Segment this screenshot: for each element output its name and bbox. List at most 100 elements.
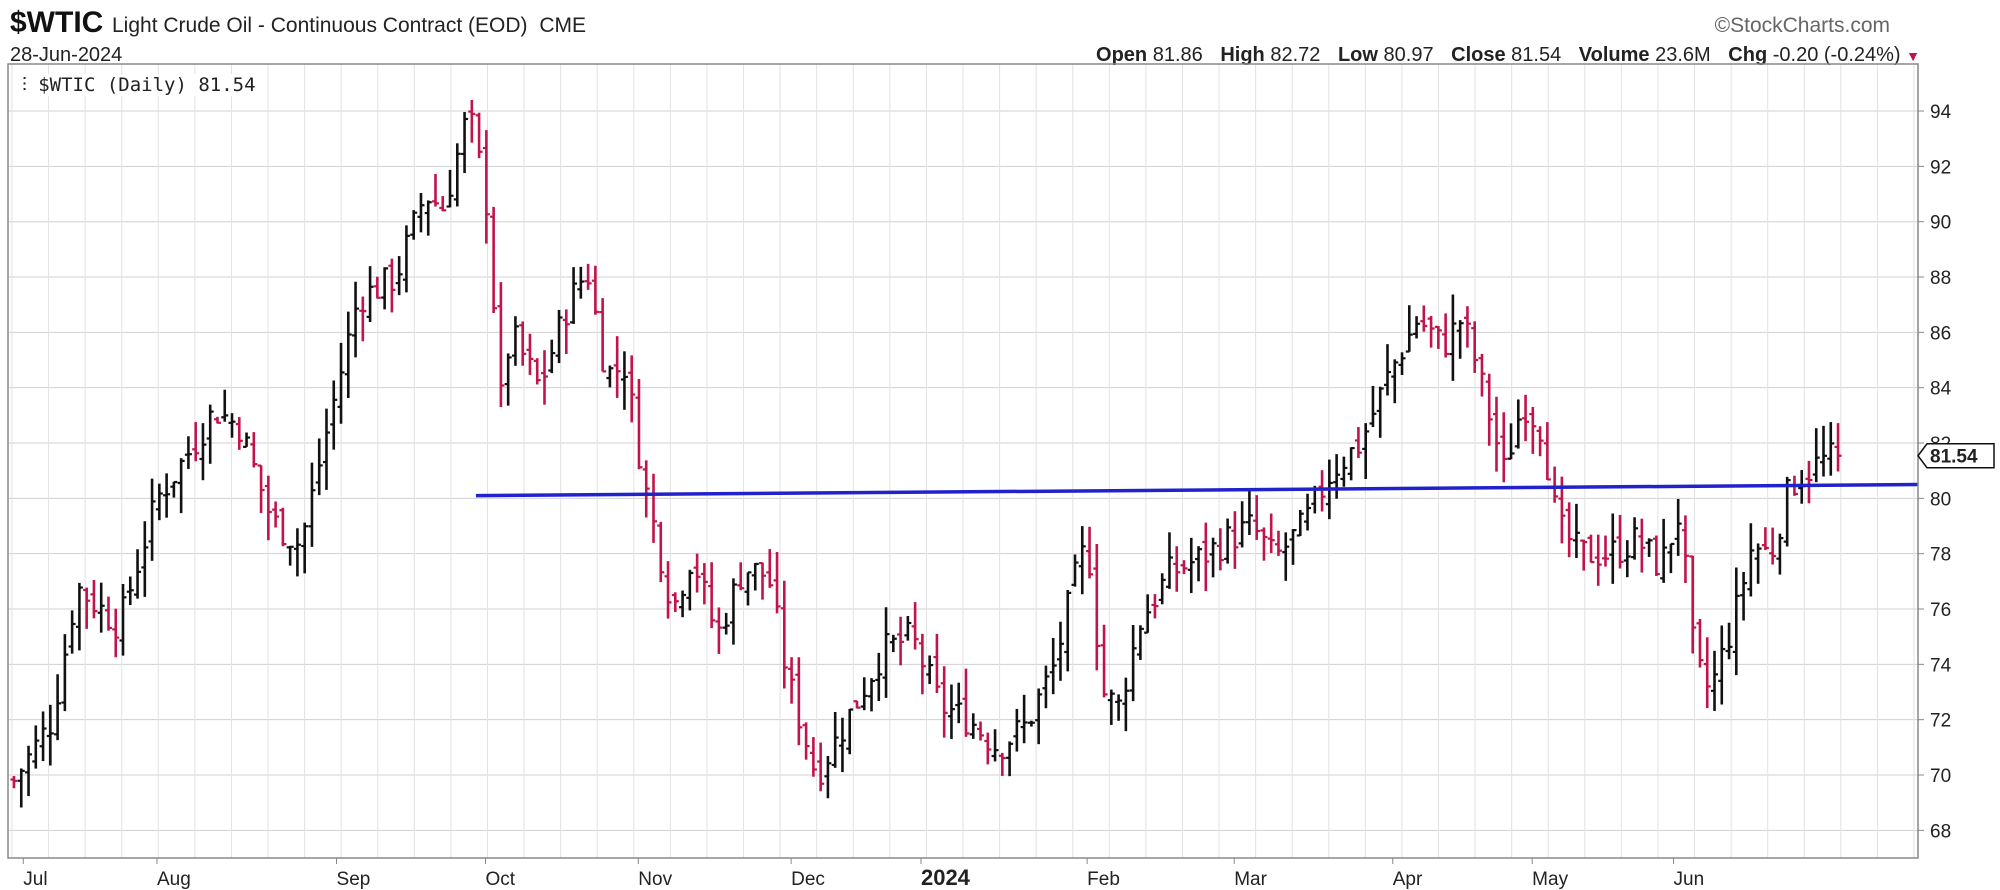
ohlc-bar xyxy=(1434,325,1442,349)
ohlc-bar xyxy=(308,462,316,547)
ohlc-bar xyxy=(1304,493,1312,531)
ohlc-bar xyxy=(584,263,592,290)
ohlc-bar xyxy=(809,737,817,777)
x-tick-label: Mar xyxy=(1234,869,1267,890)
y-tick-label: 86 xyxy=(1930,323,1951,344)
ohlc-bar xyxy=(1173,546,1181,592)
ohlc-bar xyxy=(1616,514,1624,569)
brand-link[interactable]: ©StockCharts.com xyxy=(1715,14,1890,38)
high-label: High xyxy=(1220,44,1265,66)
ohlc-bar xyxy=(1725,622,1733,660)
chart-description: Light Crude Oil - Continuous Contract (E… xyxy=(112,14,586,38)
ohlc-bar xyxy=(708,562,716,629)
ohlc-bar xyxy=(1282,532,1290,581)
y-tick-label: 74 xyxy=(1930,655,1952,676)
copyright-icon: © xyxy=(1714,14,1731,37)
x-tick-label: Jul xyxy=(23,869,47,890)
ohlc-bar xyxy=(933,633,941,694)
ohlc-bar xyxy=(243,432,251,448)
x-tick-label: Nov xyxy=(638,869,672,890)
ohlc-bar xyxy=(257,464,265,514)
last-price-label: 81.54 xyxy=(1930,447,1978,468)
y-tick-label: 80 xyxy=(1930,489,1951,510)
ohlc-bar xyxy=(1231,511,1239,569)
ohlc-bar xyxy=(519,321,527,366)
ohlc-bar xyxy=(1820,425,1828,477)
ohlc-bar xyxy=(482,130,490,244)
ohlc-bar xyxy=(1216,528,1224,571)
ohlc-bar xyxy=(875,652,883,701)
ohlc-bar xyxy=(170,480,178,498)
ohlc-bar xyxy=(766,549,774,588)
ohlc-bar xyxy=(1674,498,1682,556)
ohlc-bar xyxy=(1529,406,1537,454)
ohlc-bar xyxy=(1805,460,1813,504)
ohlc-bar xyxy=(1238,501,1246,548)
open-value: 81.86 xyxy=(1152,44,1203,66)
ohlc-bar xyxy=(213,416,221,424)
ohlc-bar xyxy=(381,267,389,310)
ohlc-bar xyxy=(1463,306,1471,348)
ohlc-bar xyxy=(991,729,999,762)
ohlc-bar xyxy=(947,684,955,740)
ohlc-bar xyxy=(1158,573,1166,605)
low-value: 80.97 xyxy=(1383,44,1434,66)
ohlc-bar xyxy=(104,596,112,631)
ohlc-bar xyxy=(61,634,69,712)
ohlc-bar xyxy=(1645,538,1653,557)
ohlc-bar xyxy=(679,590,687,618)
ohlc-bar xyxy=(1696,618,1704,668)
ohlc-bar xyxy=(141,521,149,597)
close-label: Close xyxy=(1451,44,1506,66)
ohlc-bar xyxy=(860,677,868,711)
ohlc-bar xyxy=(744,571,752,606)
ohlc-bar xyxy=(1565,502,1573,558)
ohlc-bar xyxy=(32,725,40,769)
ohlc-bar xyxy=(1340,456,1348,487)
down-arrow-icon: ▼ xyxy=(1906,48,1920,64)
ohlc-bar xyxy=(1383,344,1391,396)
ohlc-bar xyxy=(417,192,425,233)
ohlc-bar xyxy=(344,311,352,399)
ohlc-bar xyxy=(671,592,679,612)
ohlc-bar xyxy=(439,196,447,212)
ohlc-bar xyxy=(1274,530,1282,556)
ohlc-bar xyxy=(1667,542,1675,574)
ohlc-bar xyxy=(780,580,788,689)
y-tick-label: 78 xyxy=(1930,545,1951,566)
ohlc-bar xyxy=(1572,503,1580,559)
ohlc-bar xyxy=(1136,625,1144,660)
ohlc-bar xyxy=(1042,665,1050,709)
ohlc-bar xyxy=(228,413,236,438)
ohlc-bar xyxy=(1456,320,1464,359)
ohlc-bar xyxy=(221,389,229,422)
ohlc-bar xyxy=(1020,694,1028,744)
ohlc-bar xyxy=(940,666,948,738)
exchange-text: CME xyxy=(539,14,587,37)
ohlc-bar xyxy=(737,562,745,591)
chart-legend: ⫶ $WTIC (Daily) 81.54 xyxy=(18,74,260,96)
support-trendline xyxy=(475,482,1919,498)
ohlc-bar xyxy=(177,458,185,514)
ohlc-bar xyxy=(984,732,992,765)
ohlc-bar xyxy=(1107,689,1115,725)
ohlc-bar xyxy=(1413,316,1421,339)
ohlc-bar xyxy=(155,483,163,521)
ohlc-bar xyxy=(1369,385,1377,428)
x-tick-label: 2024 xyxy=(921,865,971,890)
ohlc-bar xyxy=(613,336,621,398)
ohlc-bar xyxy=(650,473,658,543)
ohlc-bar xyxy=(1703,637,1711,709)
ohlc-bar xyxy=(134,549,142,599)
ohlc-bar xyxy=(1602,535,1610,567)
ohlc-bar xyxy=(533,358,541,385)
y-tick-label: 70 xyxy=(1930,766,1951,787)
last-price-marker xyxy=(1917,442,1995,469)
ohlc-bar xyxy=(192,422,200,462)
ohlc-bar xyxy=(388,258,396,313)
ohlc-bar xyxy=(1267,513,1275,554)
x-tick-label: Sep xyxy=(337,869,371,890)
ohlc-bar xyxy=(1718,625,1726,705)
